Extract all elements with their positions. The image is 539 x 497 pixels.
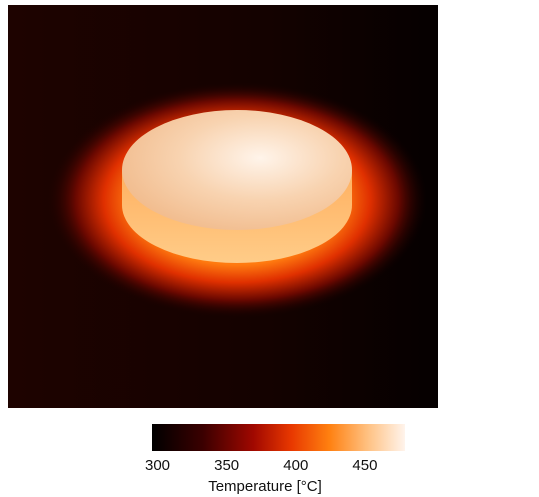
colorbar-tick-label: 400	[283, 457, 308, 474]
colorbar	[152, 424, 405, 451]
disc-top	[122, 110, 352, 230]
colorbar-label: Temperature [°C]	[208, 478, 322, 495]
colorbar-tick-label: 300	[145, 457, 170, 474]
thermal-figure: 300 350 400 450 Temperature [°C]	[0, 0, 539, 497]
colorbar-tick-label: 350	[214, 457, 239, 474]
colorbar-tick-label: 450	[352, 457, 377, 474]
